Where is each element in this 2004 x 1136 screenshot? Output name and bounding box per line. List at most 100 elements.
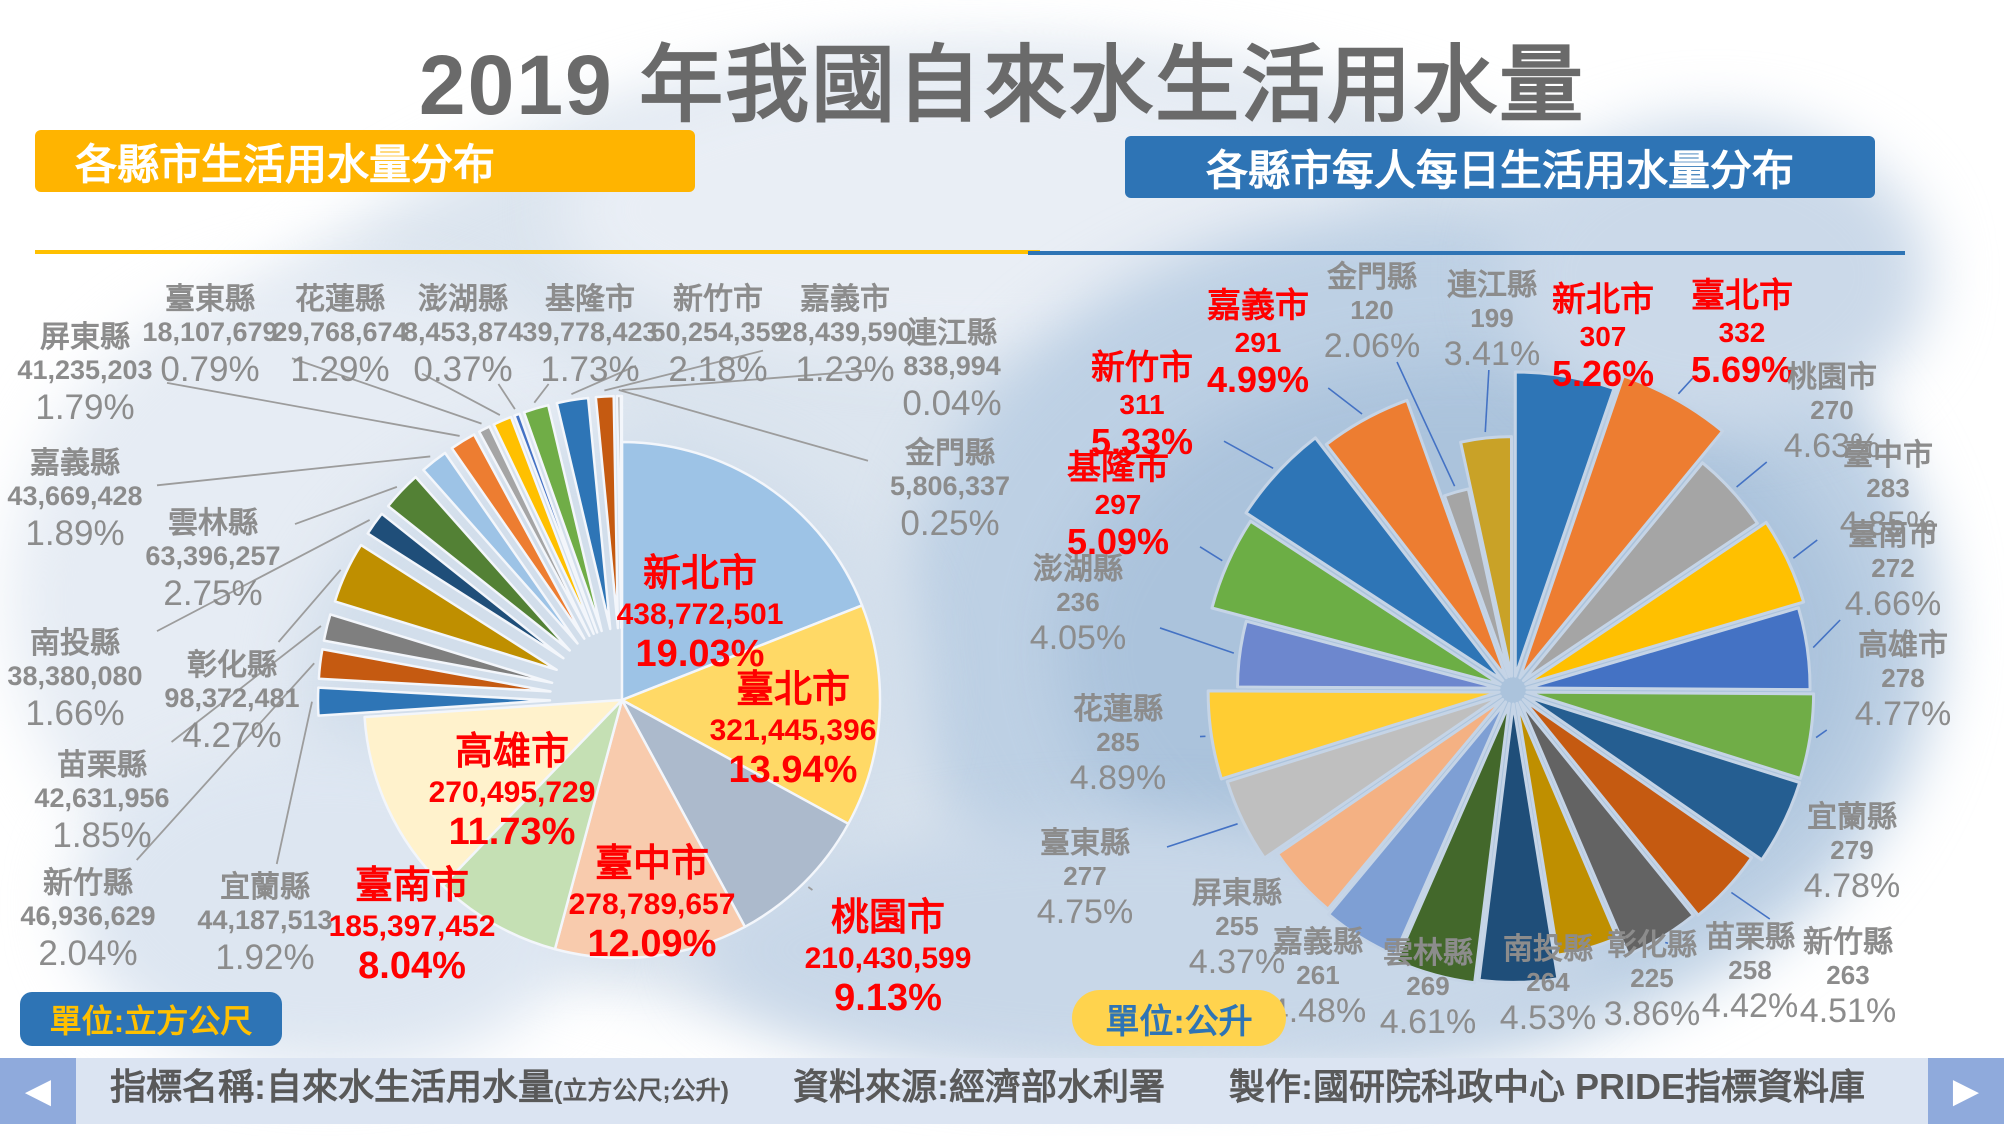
pie-label-value: 46,936,629 xyxy=(20,901,156,932)
leader-line xyxy=(1199,546,1223,562)
pie-right-label-15: 花蓮縣 285 4.89% xyxy=(1070,692,1166,798)
pie-label-name: 基隆市 xyxy=(544,283,635,316)
pie-right-slice-17 xyxy=(1210,519,1502,686)
pie-label-value: 98,372,481 xyxy=(164,683,300,714)
pie-left-slice-9 xyxy=(333,543,558,672)
pie-left-slice-21 xyxy=(620,394,624,630)
pie-label-pct: 9.13% xyxy=(834,977,942,1020)
leader-line xyxy=(571,365,637,395)
pie-label-name: 嘉義縣 xyxy=(29,447,120,480)
pie-label-name: 苗栗縣 xyxy=(56,749,147,782)
pie-label-value: 311 xyxy=(1119,389,1165,421)
pie-right-slice-10 xyxy=(1477,702,1560,984)
next-slide-button[interactable]: ▶ xyxy=(1928,1058,2004,1124)
prev-slide-button[interactable]: ◀ xyxy=(0,1058,76,1124)
pie-right-slice-20 xyxy=(1442,487,1511,679)
pie-label-name: 南投縣 xyxy=(1503,933,1593,966)
pie-label-pct: 4.53% xyxy=(1499,999,1597,1038)
pie-label-pct: 2.18% xyxy=(668,350,768,390)
pie-left-label-7: 新竹縣 46,936,629 2.04% xyxy=(20,866,155,975)
pie-right-label-3: 臺中市 283 4.85% xyxy=(1840,438,1936,544)
pie-left-slice-7 xyxy=(317,647,552,693)
pie-label-name: 新竹市 xyxy=(1090,349,1193,387)
leader-line xyxy=(618,389,869,462)
footer-indicator-label: 指標名稱:自來水生活用水量 xyxy=(110,1066,554,1107)
pie-label-value: 255 xyxy=(1215,911,1259,942)
pie-right-label-8: 苗栗縣 258 4.42% xyxy=(1702,920,1798,1026)
pie-right-slice-4 xyxy=(1525,606,1812,692)
pie-label-value: 18,107,679 xyxy=(142,317,278,348)
pie-right-label-0: 新北市 307 5.26% xyxy=(1552,280,1654,396)
pie-label-name: 嘉義市 xyxy=(799,283,890,316)
pie-label-value: 264 xyxy=(1526,967,1570,998)
pie-label-pct: 4.48% xyxy=(1269,992,1367,1031)
pie-left-slice-1 xyxy=(620,604,882,826)
pie-label-name: 彰化縣 xyxy=(1607,929,1697,962)
pie-right-slice-7 xyxy=(1521,698,1754,917)
pie-left-label-3: 臺中市 278,789,657 12.09% xyxy=(569,842,736,967)
pie-label-pct: 12.09% xyxy=(587,923,717,966)
pie-label-pct: 1.66% xyxy=(25,694,125,734)
pie-label-name: 新北市 xyxy=(642,553,757,595)
right-chart-rule xyxy=(1028,251,1905,255)
pie-label-value: 225 xyxy=(1630,963,1674,994)
pie-left-label-6: 宜蘭縣 44,187,513 1.92% xyxy=(197,870,332,979)
pie-left-label-10: 南投縣 38,380,080 1.66% xyxy=(7,626,142,735)
pie-label-name: 宜蘭縣 xyxy=(1807,801,1897,834)
pie-left-label-15: 花蓮縣 29,768,674 1.29% xyxy=(272,282,407,391)
pie-label-value: 50,254,359 xyxy=(650,317,786,348)
pie-label-name: 苗栗縣 xyxy=(1705,921,1795,954)
pie-left-label-14: 臺東縣 18,107,679 0.79% xyxy=(142,282,277,391)
pie-label-pct: 4.51% xyxy=(1799,992,1897,1031)
pie-left-label-1: 臺北市 321,445,396 13.94% xyxy=(710,668,877,793)
pie-label-name: 連江縣 xyxy=(907,317,997,350)
leader-line xyxy=(156,519,371,632)
pie-right-label-18: 新竹市 311 5.33% xyxy=(1091,348,1193,464)
pie-label-pct: 1.29% xyxy=(290,350,390,390)
pie-label-value: 42,631,956 xyxy=(34,783,170,814)
pie-label-name: 花蓮縣 xyxy=(1073,693,1163,726)
pie-right-label-7: 新竹縣 263 4.51% xyxy=(1800,925,1896,1031)
pie-label-pct: 4.42% xyxy=(1701,987,1799,1026)
pie-label-pct: 8.04% xyxy=(358,945,466,988)
leader-line xyxy=(1736,461,1768,488)
pie-left-slice-5 xyxy=(363,698,624,887)
pie-label-name: 基隆市 xyxy=(1066,449,1169,487)
pie-left-label-9: 彰化縣 98,372,481 4.27% xyxy=(164,648,299,757)
pie-left-label-21: 連江縣 838,994 0.04% xyxy=(902,316,1001,425)
pie-label-value: 270 xyxy=(1810,395,1854,426)
pie-left-label-0: 新北市 438,772,501 19.03% xyxy=(617,552,784,677)
pie-label-value: 41,235,203 xyxy=(17,355,153,386)
pie-label-name: 雲林縣 xyxy=(167,507,258,540)
pie-label-value: 44,187,513 xyxy=(197,905,333,936)
pie-label-value: 39,778,423 xyxy=(522,317,658,348)
pie-label-value: 838,994 xyxy=(903,351,1001,382)
footer-bar: ◀ 指標名稱:自來水生活用水量 (立方公尺;公升) 資料來源:經濟部水利署 製作… xyxy=(0,1058,2004,1124)
pie-label-name: 金門縣 xyxy=(905,437,995,470)
pie-right-slice-5 xyxy=(1525,690,1816,780)
pie-right-slice-11 xyxy=(1394,701,1511,985)
leader-line xyxy=(1677,377,1694,395)
pie-right-slice-0 xyxy=(1513,370,1616,678)
pie-label-value: 297 xyxy=(1094,489,1142,521)
left-pie-leader-lines xyxy=(136,349,871,891)
pie-label-value: 236 xyxy=(1056,587,1100,618)
pie-left-slice-4 xyxy=(441,698,624,951)
pie-label-pct: 4.77% xyxy=(1854,695,1952,734)
pie-label-name: 澎湖縣 xyxy=(1033,553,1123,586)
pie-label-name: 臺中市 xyxy=(1843,439,1933,472)
pie-label-pct: 0.04% xyxy=(902,384,1002,424)
pie-left-slice-17 xyxy=(522,403,603,633)
pie-right-slice-19 xyxy=(1324,398,1508,680)
pie-right-label-20: 金門縣 120 2.06% xyxy=(1324,260,1420,366)
pie-label-value: 307 xyxy=(1579,321,1627,353)
pie-left-slice-2 xyxy=(620,698,850,929)
pie-label-pct: 19.03% xyxy=(635,633,765,676)
pie-right-label-21: 連江縣 199 3.41% xyxy=(1444,268,1540,374)
pie-label-value: 438,772,501 xyxy=(616,597,784,631)
pie-label-pct: 1.23% xyxy=(795,350,895,390)
pie-left-label-2: 桃園市 210,430,599 9.13% xyxy=(805,896,972,1021)
pie-label-pct: 3.41% xyxy=(1443,335,1541,374)
pie-label-pct: 5.33% xyxy=(1090,421,1194,463)
pie-label-value: 269 xyxy=(1406,971,1450,1002)
